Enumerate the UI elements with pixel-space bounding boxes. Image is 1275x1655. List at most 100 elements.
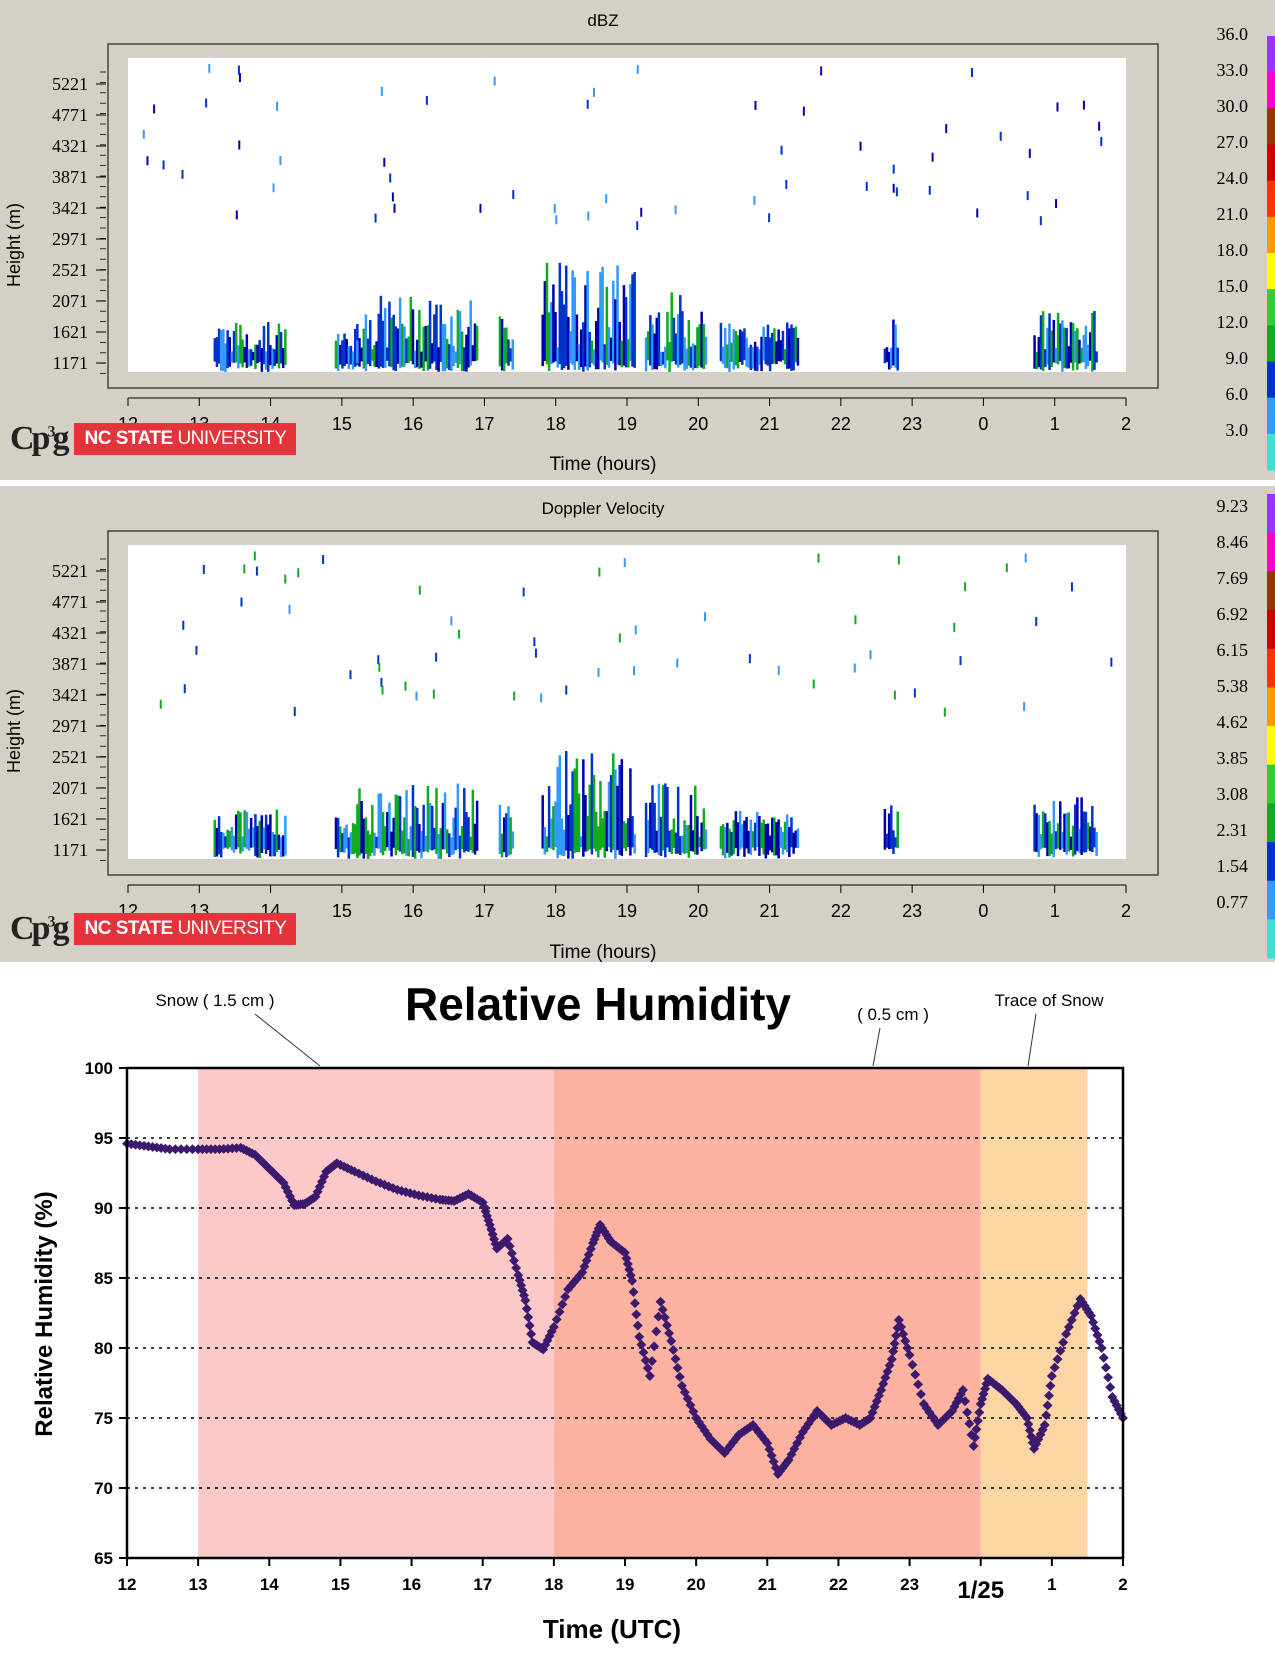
x-tick-label: 22 [831,901,851,921]
echo-speck [778,666,780,675]
x-tick-label: 22 [829,1575,848,1594]
echo-streak [358,788,361,855]
echo-streak [679,295,682,365]
x-tick-label: 15 [332,901,352,921]
echo-streak [214,820,217,857]
echo-streak [1048,821,1051,856]
echo-streak [446,829,449,853]
echo-streak [565,751,568,851]
echo-speck [458,630,460,639]
echo-speck [1000,132,1002,141]
echo-streak [720,323,723,361]
echo-streak [730,832,733,856]
colorbar-label: 12.0 [1217,312,1249,332]
echo-streak [459,311,462,364]
echo-streak [660,352,663,366]
echo-streak [886,834,889,848]
echo-streak [756,347,759,371]
echo-streak [892,830,895,854]
echo-streak [1080,797,1083,855]
echo-streak [341,340,344,368]
echo-speck [898,556,900,565]
echo-speck [964,582,966,591]
echo-speck [565,686,567,695]
echo-streak [773,817,776,855]
echo-streak [474,824,477,855]
echo-streak [248,349,251,366]
echo-streak [461,332,464,372]
colorbar-swatch [1267,386,1275,399]
echo-streak [476,326,479,361]
annotation-leader [1028,1014,1036,1066]
echo-speck [294,707,296,716]
colorbar-label: 21.0 [1217,204,1249,224]
echo-streak [664,347,667,369]
y-tick-label: 2971 [52,229,88,249]
echo-speck [1071,582,1073,591]
echo-streak [559,263,562,364]
colorbar-swatch [1267,674,1275,687]
colorbar-swatch [1267,687,1275,700]
echo-streak [739,811,742,850]
echo-streak [250,818,253,848]
colorbar-swatch [1267,829,1275,842]
echo-streak [444,792,447,849]
echo-streak [546,263,549,364]
echo-speck [619,634,621,643]
echo-streak [248,829,251,851]
echo-streak [345,339,348,364]
echo-speck [1025,553,1027,562]
echo-streak [612,281,615,364]
x-tick-label: 21 [760,901,780,921]
echo-streak [576,314,579,361]
echo-streak [403,326,406,366]
echo-streak [653,803,656,853]
x-tick-label: 14 [260,1575,279,1594]
echo-speck [635,625,637,634]
colorbar-swatch [1267,422,1275,435]
echo-speck [932,153,934,162]
echo-streak [437,834,440,859]
colorbar-swatch [1267,778,1275,791]
echo-streak [792,328,795,370]
echo-speck [239,73,241,82]
echo-streak [457,310,460,368]
echo-streak [246,812,249,849]
echo-streak [220,832,223,857]
echo-streak [1040,315,1043,369]
colorbar-swatch [1267,649,1275,662]
echo-streak [399,298,402,369]
x-tick-label: 0 [978,414,988,434]
colorbar-swatch [1267,446,1275,459]
echo-speck [866,182,868,191]
echo-streak [797,338,800,366]
colorbar-label: 6.0 [1226,384,1249,404]
echo-speck [415,692,417,701]
colorbar-swatch [1267,265,1275,278]
echo-streak [425,836,428,852]
echo-speck [297,568,299,577]
echo-streak [452,818,455,855]
echo-speck [322,555,324,564]
echo-streak [369,834,372,856]
echo-streak [722,347,725,364]
echo-streak [463,347,466,371]
dbz-plot: dBZ 522147714321387134212971252120711621… [0,0,1275,480]
echo-streak [694,786,697,855]
echo-streak [700,312,703,368]
echo-speck [243,564,245,573]
echo-streak [1091,806,1094,852]
echo-streak [273,349,276,366]
echo-streak [429,803,432,850]
echo-streak [656,318,659,370]
echo-speck [494,77,496,86]
echo-speck [276,102,278,111]
echo-streak [472,790,475,853]
colorbar-swatch [1267,96,1275,109]
x-tick-label: 20 [687,1575,706,1594]
echo-streak [369,320,372,366]
echo-streak [418,310,421,369]
echo-streak [258,821,261,858]
